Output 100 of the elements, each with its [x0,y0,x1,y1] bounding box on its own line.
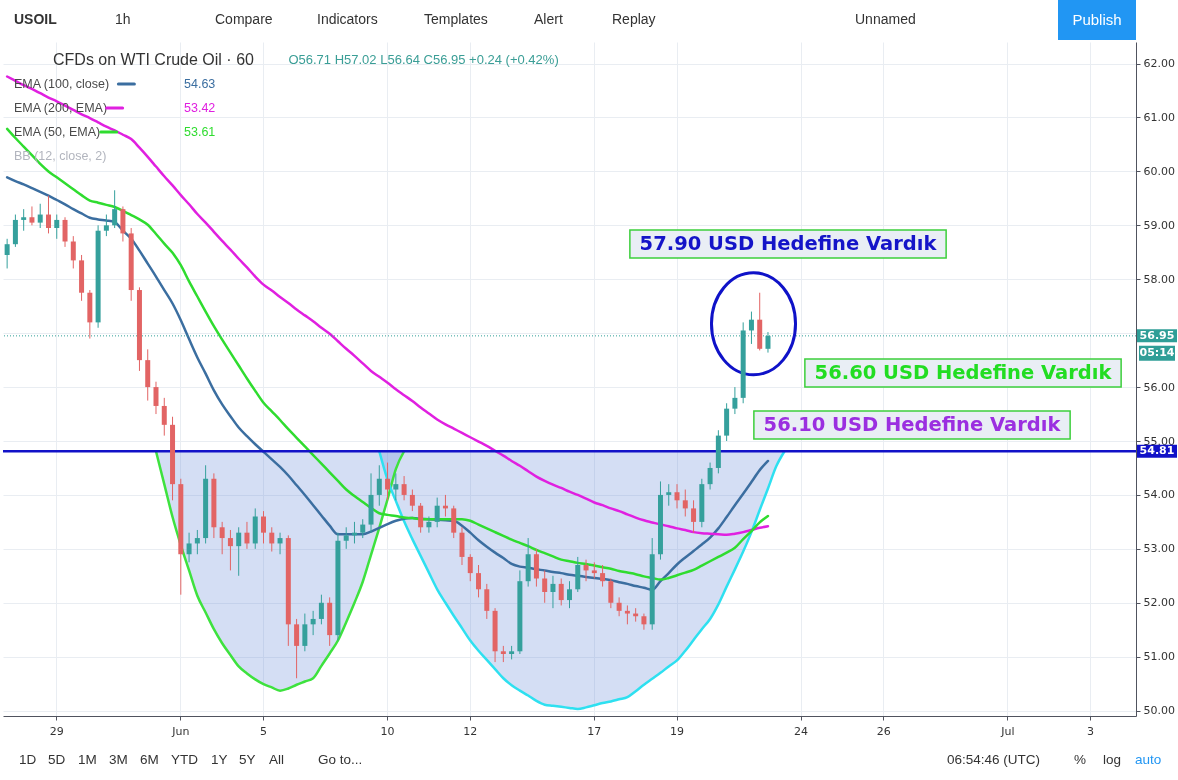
candlestick [236,526,242,577]
x-tick-label: 3 [1087,724,1095,738]
candlestick [112,189,118,229]
candlestick [533,548,539,588]
text: % [1074,752,1087,767]
text: 1Y [211,752,228,767]
candlestick [641,613,647,631]
candlestick [29,205,35,226]
candlestick [244,521,250,550]
x-tick-label: 29 [49,724,64,738]
legend-label: EMA (50, EMA) [14,125,101,139]
x-tick-label: 26 [876,724,891,738]
candlestick [467,553,473,582]
text: CFDs on WTI Crude Oil · 60 [53,51,255,68]
candlestick [699,478,705,528]
candlestick [385,462,391,501]
annotation: 53.42 [184,101,216,115]
candlestick [294,618,300,679]
candlestick [21,208,27,232]
candlestick [128,227,134,302]
text: Replay [612,11,656,27]
candlestick [153,381,159,415]
candlestick [120,205,126,242]
candlestick [327,596,333,647]
candlestick [608,578,614,609]
text: Publish [1072,11,1122,28]
candlestick [219,521,225,555]
candlestick [368,472,374,534]
candlestick [558,578,564,606]
candlestick [715,429,721,474]
text: 3M [109,752,128,767]
candlestick [277,532,283,555]
text: Templates [424,11,488,27]
text: USOIL [14,11,58,27]
candlestick [757,292,763,351]
text: Go to... [318,752,363,767]
x-tick-label: Jul [1000,724,1015,738]
candlestick [227,529,233,571]
x-tick-label: Jun [171,724,190,738]
candlestick [360,518,366,539]
candlestick [170,416,176,501]
candlestick [517,569,523,655]
candlestick [87,289,93,340]
candlestick [691,499,697,534]
text: 05:14 [1139,346,1175,360]
candlestick [583,559,589,582]
text: O56.71 H57.02 L56.64 C56.95 +0.24 (+0.42%) [288,52,559,67]
legend-label: EMA (200, EMA) [14,101,108,115]
y-tick-label: 52.00 [1143,596,1175,610]
candlestick [178,478,184,596]
candlestick [95,224,101,329]
x-tick-label: 5 [260,724,268,738]
annotation: 53.61 [184,125,216,139]
candlestick [186,532,192,563]
candlestick [401,475,407,501]
y-tick-label: 59.00 [1143,218,1175,232]
y-tick-label: 60.00 [1143,164,1175,178]
candlestick [707,462,713,491]
y-tick-label: 51.00 [1143,650,1175,664]
candlestick [550,575,556,609]
y-tick-label: 62.00 [1143,57,1175,71]
candlestick [600,564,606,588]
y-tick-label: 56.00 [1143,380,1175,394]
candlestick [285,534,291,647]
text: log [1103,752,1122,767]
ref-line-label: 54.81 [1139,444,1175,458]
text: 06:54:46 (UTC) [947,752,1041,767]
text: All [269,752,285,767]
candlestick [54,214,60,240]
candlestick [666,483,672,507]
candlestick [484,583,490,620]
y-tick-label: 58.00 [1143,272,1175,286]
text: auto [1135,752,1162,767]
candlestick [376,464,382,507]
candlestick [575,556,581,593]
text: 1M [78,752,97,767]
candlestick [45,195,51,234]
x-tick-label: 17 [587,724,602,738]
candlestick [674,483,680,509]
annotation: BB (12, close, 2) [14,149,107,163]
y-tick-label: 50.00 [1143,704,1175,718]
text: 5Y [239,752,256,767]
candlestick [649,537,655,631]
text: Indicators [317,11,378,27]
candlestick [476,564,482,598]
candlestick [37,203,43,229]
candlestick [145,348,151,402]
x-tick-label: 12 [463,724,478,738]
candlestick [542,569,548,604]
x-tick-label: 19 [670,724,685,738]
annotation: 54.63 [184,77,216,91]
candlestick [434,497,440,528]
text: Alert [534,11,563,27]
candlestick [4,238,10,269]
annotation: 56.10 USD Hedefine Vardık [763,413,1062,436]
candlestick [451,505,457,539]
candlestick [492,607,498,663]
candlestick [62,216,68,248]
candlestick [194,529,200,555]
candlestick [318,594,324,625]
